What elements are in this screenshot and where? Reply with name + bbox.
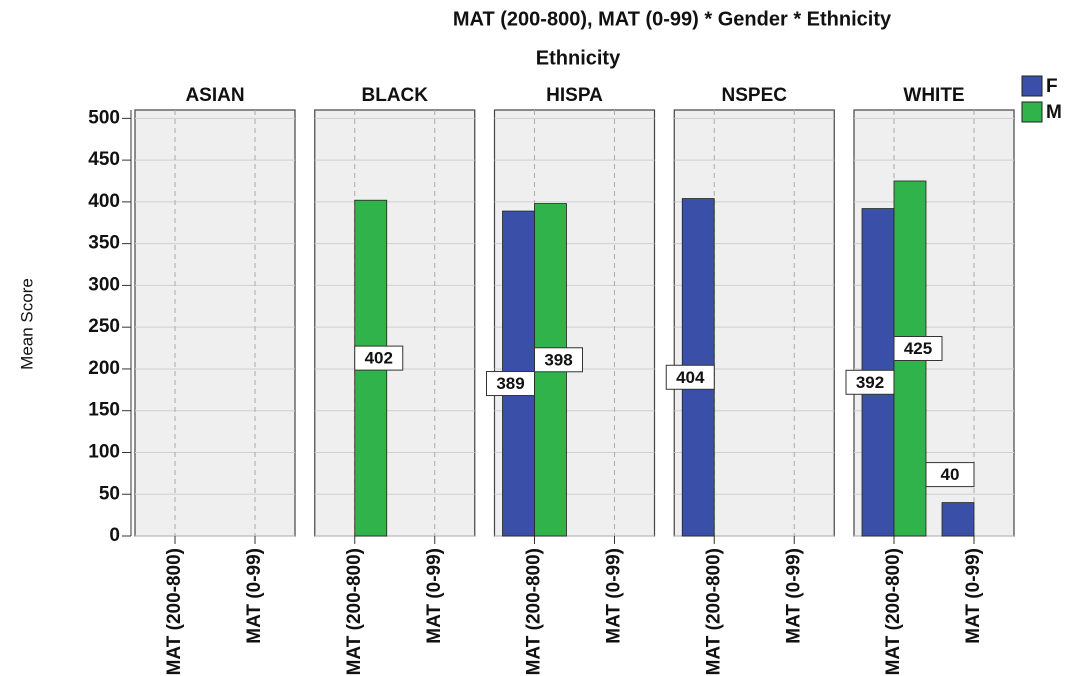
panel-title: WHITE [903, 85, 964, 106]
x-tick-label: MAT (200-800) [883, 548, 904, 675]
value-label: 398 [544, 350, 572, 369]
legend-label: F [1046, 76, 1058, 97]
value-label-box [534, 347, 583, 373]
legend-swatch [1021, 75, 1043, 97]
bar [941, 502, 975, 537]
y-tick-label: 150 [88, 400, 120, 421]
value-label: 402 [365, 349, 393, 368]
legend-label: M [1046, 102, 1062, 123]
value-label-box [925, 462, 975, 488]
y-tick-label: 50 [99, 483, 120, 504]
x-tick-label: MAT (0-99) [783, 548, 804, 644]
y-tick-label: 0 [109, 525, 120, 546]
y-tick-label: 450 [88, 149, 120, 170]
value-label-box [354, 345, 404, 371]
y-axis-label: Mean Score [17, 278, 36, 370]
value-label: 389 [496, 374, 524, 393]
x-tick-label: MAT (0-99) [604, 548, 625, 644]
panel [314, 109, 476, 537]
panel-title: BLACK [362, 85, 429, 106]
x-tick-label: MAT (0-99) [244, 548, 265, 644]
x-tick-label: MAT (0-99) [963, 548, 984, 644]
value-label: 425 [904, 339, 932, 358]
y-tick-label: 350 [88, 233, 120, 254]
chart-title: MAT (200-800), MAT (0-99) * Gender * Eth… [453, 8, 892, 30]
value-label: 392 [856, 373, 884, 392]
x-tick-label: MAT (0-99) [424, 548, 445, 644]
x-tick-label: MAT (200-800) [344, 548, 365, 675]
y-tick-label: 300 [88, 274, 120, 295]
y-tick-label: 100 [88, 441, 120, 462]
x-tick-label: MAT (200-800) [164, 548, 185, 675]
facet-label: Ethnicity [536, 47, 621, 69]
y-tick-label: 250 [88, 316, 120, 337]
value-label: 40 [941, 465, 960, 484]
legend-swatch [1021, 101, 1043, 123]
panel [134, 109, 296, 537]
panel-title: NSPEC [722, 85, 788, 106]
value-label: 404 [676, 368, 705, 387]
panel-title: HISPA [546, 85, 603, 106]
x-tick-label: MAT (200-800) [703, 548, 724, 675]
value-label-box [665, 364, 715, 390]
y-tick-label: 400 [88, 191, 120, 212]
panel-title: ASIAN [185, 85, 244, 106]
y-tick-label: 200 [88, 358, 120, 379]
x-tick-label: MAT (200-800) [524, 548, 545, 675]
y-tick-label: 500 [88, 107, 120, 128]
value-label-box [893, 336, 943, 361]
